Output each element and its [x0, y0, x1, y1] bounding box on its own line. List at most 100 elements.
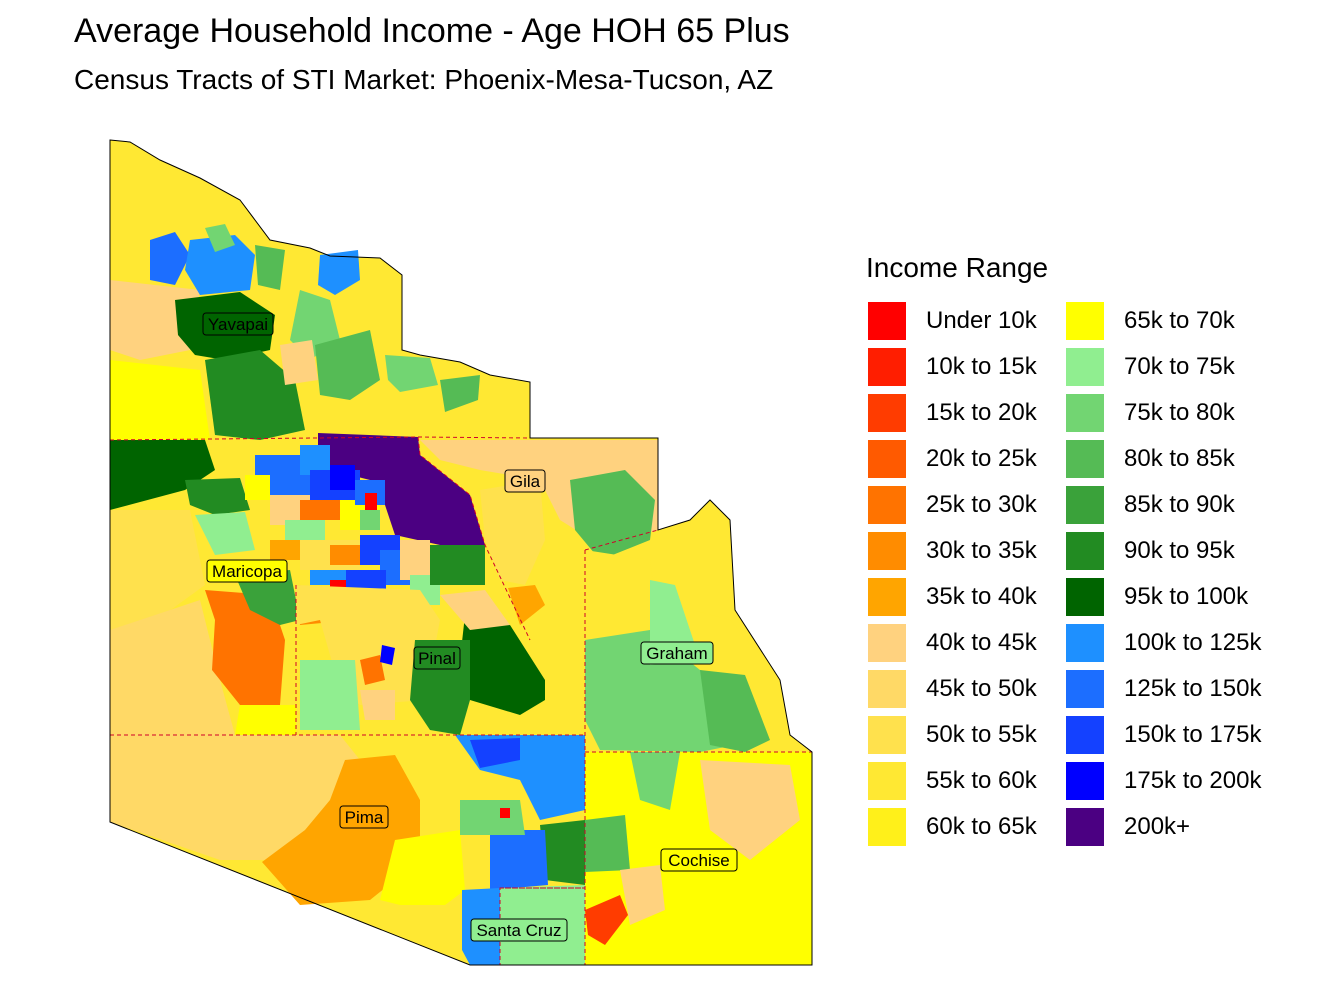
svg-text:Gila: Gila [510, 472, 541, 491]
tract-pinal-blue [380, 645, 395, 665]
legend-label: 175k to 200k [1124, 767, 1262, 794]
legend-label: 25k to 30k [926, 491, 1037, 518]
tract-maricopa-ltgreen [195, 512, 255, 555]
legend-swatch [866, 576, 908, 618]
svg-text:Cochise: Cochise [668, 851, 729, 870]
legend-label: 125k to 150k [1124, 675, 1262, 702]
tract-maricopa-dkgreen [110, 440, 215, 510]
tract-gila-yellow [480, 480, 545, 585]
legend-item: 80k to 85k [1064, 436, 1264, 482]
legend-label: 30k to 35k [926, 537, 1037, 564]
legend-swatch [1064, 576, 1106, 618]
legend-item: 175k to 200k [1064, 758, 1264, 804]
svg-text:Yavapai: Yavapai [208, 315, 268, 334]
tract-pinal-dkgreen [460, 615, 545, 715]
legend-column-right: 65k to 70k 70k to 75k 75k to 80k 80k to … [1064, 298, 1264, 850]
legend-swatch [866, 760, 908, 802]
tract-yavapai-blue3 [318, 250, 360, 295]
tract-maricopa-yellow2 [235, 705, 296, 735]
tract-yavapai-blue1 [150, 232, 190, 285]
legend-item: 95k to 100k [1064, 574, 1264, 620]
region-border [109, 139, 813, 966]
legend-item: Under 10k [866, 298, 1064, 344]
legend-swatch [1064, 806, 1106, 848]
legend-item: 45k to 50k [866, 666, 1064, 712]
legend-item: 35k to 40k [866, 574, 1064, 620]
legend-label: 20k to 25k [926, 445, 1037, 472]
tract-yavapai-green7 [385, 355, 438, 392]
legend-swatch [866, 392, 908, 434]
legend-swatch [866, 484, 908, 526]
legend-item: 15k to 20k [866, 390, 1064, 436]
legend-label: Under 10k [926, 307, 1037, 334]
legend-label: 45k to 50k [926, 675, 1037, 702]
legend-label: 55k to 60k [926, 767, 1037, 794]
legend-swatch [1064, 530, 1106, 572]
legend-label: 70k to 75k [1124, 353, 1235, 380]
tract-cochise-green2 [585, 815, 630, 872]
tract-yavapai-tan [280, 340, 318, 385]
legend-swatch [1064, 484, 1106, 526]
census-tract-map: Yavapai Gila Maricopa Pinal Graham Pima … [109, 139, 813, 966]
tract-maricopa-tan [110, 600, 235, 735]
legend-swatch [866, 530, 908, 572]
tract-yavapai-green4 [255, 245, 285, 290]
tract-yavapai-blue2 [185, 235, 255, 295]
legend-swatch [866, 806, 908, 848]
legend-item: 150k to 175k [1064, 712, 1264, 758]
legend-label: 40k to 45k [926, 629, 1037, 656]
county-label-maricopa: Maricopa [206, 559, 288, 583]
tract-yavapai-green1 [175, 292, 275, 360]
tract-pinal-tan2 [360, 690, 395, 720]
svg-text:Maricopa: Maricopa [212, 562, 282, 581]
county-label-yavapai: Yavapai [202, 312, 274, 336]
legend-item: 30k to 35k [866, 528, 1064, 574]
legend-swatch [1064, 714, 1106, 756]
legend-label: 65k to 70k [1124, 307, 1235, 334]
tract-pima-red [500, 808, 510, 818]
tract-yavapai-green6 [315, 330, 380, 400]
legend-swatch [866, 346, 908, 388]
legend-label: 60k to 65k [926, 813, 1037, 840]
legend-label: 80k to 85k [1124, 445, 1235, 472]
tract-pinal-tan [440, 590, 510, 630]
tract-yavapai-green2 [205, 350, 305, 440]
map-title: Average Household Income - Age HOH 65 Pl… [74, 12, 790, 50]
county-label-graham: Graham [640, 641, 714, 665]
legend-swatch [1064, 622, 1106, 664]
tract-maricopa-yellow [110, 510, 205, 630]
legend-title: Income Range [866, 252, 1049, 283]
tract-yavapai-green3 [205, 224, 235, 252]
tract-pima-blue2 [470, 738, 520, 768]
county-label-pinal: Pinal [413, 646, 461, 670]
legend-item: 85k to 90k [1064, 482, 1264, 528]
legend-item: 70k to 75k [1064, 344, 1264, 390]
legend-swatch [1064, 392, 1106, 434]
county-label-gila: Gila [504, 469, 546, 493]
county-label-pima: Pima [339, 805, 389, 829]
legend-item: 40k to 45k [866, 620, 1064, 666]
county-label-cochise: Cochise [660, 848, 738, 872]
legend-label: 100k to 125k [1124, 629, 1262, 656]
legend-swatch [866, 438, 908, 480]
tract-graham-green2 [700, 670, 770, 752]
legend-columns: Under 10k 10k to 15k 15k to 20k 20k to 2… [866, 298, 1264, 850]
legend-label: 95k to 100k [1124, 583, 1249, 610]
legend-swatch [866, 668, 908, 710]
tract-maricopa-green [185, 478, 250, 515]
svg-text:Pinal: Pinal [418, 649, 456, 668]
legend-label: 150k to 175k [1124, 721, 1262, 748]
tract-cochise-green [630, 752, 680, 810]
legend-label: 15k to 20k [926, 399, 1037, 426]
legend-swatch [1064, 300, 1106, 342]
tract-pinal-ltgreen [300, 660, 360, 730]
county-boundaries [109, 436, 812, 965]
legend-item: 50k to 55k [866, 712, 1064, 758]
legend-label: 35k to 40k [926, 583, 1037, 610]
county-label-santa-cruz: Santa Cruz [470, 918, 568, 942]
legend-item: 200k+ [1064, 804, 1264, 850]
legend-swatch [866, 714, 908, 756]
tract-pima-tan [110, 735, 360, 860]
tract-yavapai-south [110, 360, 210, 440]
tract-pima-dkgreen [540, 820, 585, 885]
